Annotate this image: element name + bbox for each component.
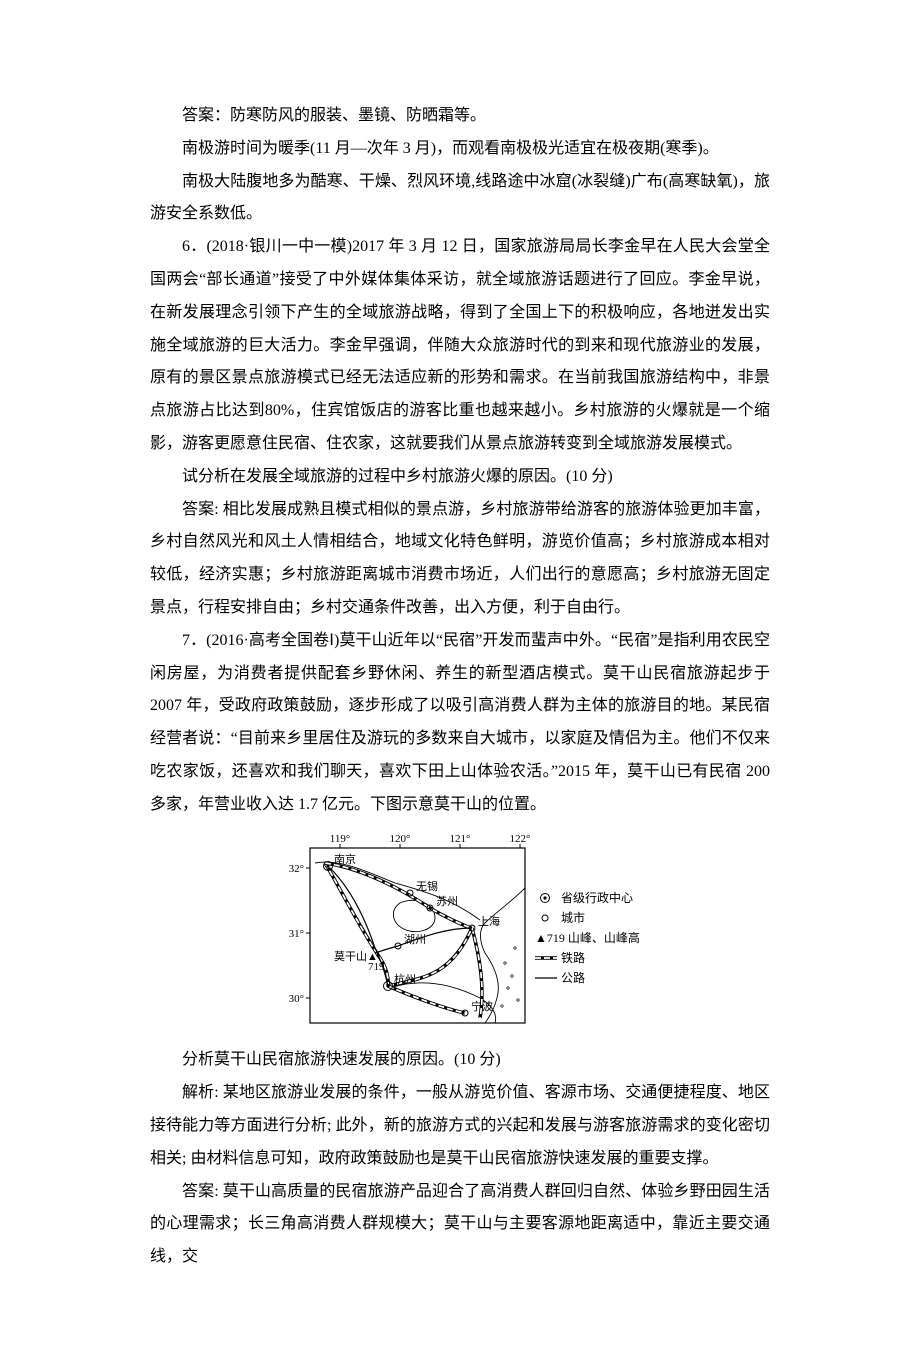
question-7: 7．(2016·高考全国卷Ⅰ)莫干山近年以“民宿”开发而蜚声中外。“民宿”是指利…: [150, 625, 770, 822]
question-6-prompt: 试分析在发展全域旅游的过程中乡村旅游火爆的原因。(10 分): [150, 461, 770, 494]
answer-1: 答案：防寒防风的服装、墨镜、防晒霜等。: [150, 100, 770, 133]
moganshan-map: 119°120°121°122°32°31°30°南京无锡苏州上海湖州杭州宁波莫…: [280, 828, 640, 1028]
svg-text:宁波: 宁波: [471, 999, 493, 1013]
svg-text:城市: 城市: [561, 910, 585, 925]
svg-text:上海: 上海: [478, 914, 500, 928]
svg-text:铁路: 铁路: [561, 950, 585, 965]
svg-text:湖州: 湖州: [404, 933, 426, 946]
svg-text:无锡: 无锡: [416, 879, 438, 893]
svg-text:119°: 119°: [330, 833, 351, 845]
para-antarctic-2: 南极大陆腹地多为酷寒、干燥、烈风环境,线路途中冰窟(冰裂缝)广布(高寒缺氧)，旅…: [150, 166, 770, 232]
svg-text:31°: 31°: [289, 928, 304, 940]
answer-6: 答案: 相比发展成熟且模式相似的景点游，乡村旅游带给游客的旅游体验更加丰富，乡村…: [150, 494, 770, 625]
para-antarctic-1: 南极游时间为暖季(11 月—次年 3 月)，而观看南极极光适宜在极夜期(寒季)。: [150, 133, 770, 166]
svg-text:121°: 121°: [450, 833, 471, 845]
svg-text:苏州: 苏州: [436, 895, 458, 908]
svg-text:122°: 122°: [510, 833, 531, 845]
svg-text:▲719 山峰、山峰高程/m: ▲719 山峰、山峰高程/m: [535, 930, 640, 945]
svg-text:省级行政中心: 省级行政中心: [561, 890, 633, 905]
svg-text:719: 719: [368, 961, 385, 973]
svg-text:南京: 南京: [334, 852, 356, 866]
svg-text:120°: 120°: [390, 833, 411, 845]
svg-text:32°: 32°: [289, 863, 304, 875]
question-6: 6．(2018·银川一中一模)2017 年 3 月 12 日，国家旅游局局长李金…: [150, 231, 770, 461]
analysis-7: 解析: 某地区旅游业发展的条件，一般从游览价值、客源市场、交通便捷程度、地区接待…: [150, 1077, 770, 1175]
map-figure: 119°120°121°122°32°31°30°南京无锡苏州上海湖州杭州宁波莫…: [150, 828, 770, 1041]
svg-text:杭州: 杭州: [394, 972, 416, 986]
svg-text:公路: 公路: [561, 970, 585, 985]
svg-text:30°: 30°: [289, 993, 304, 1005]
question-7-prompt: 分析莫干山民宿旅游快速发展的原因。(10 分): [150, 1044, 770, 1077]
answer-7: 答案: 莫干山高质量的民宿旅游产品迎合了高消费人群回归自然、体验乡野田园生活的心…: [150, 1176, 770, 1274]
